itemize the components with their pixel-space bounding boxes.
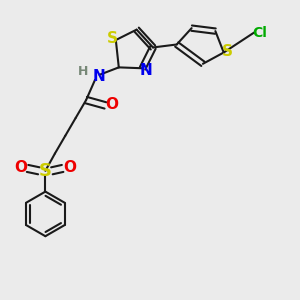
Text: S: S [222,44,233,59]
Text: O: O [105,97,118,112]
Text: S: S [39,162,52,180]
Text: Cl: Cl [252,26,267,40]
Text: N: N [92,69,105,84]
Text: O: O [63,160,76,175]
Text: S: S [107,31,118,46]
Text: H: H [78,65,88,78]
Text: N: N [139,63,152,78]
Text: O: O [14,160,27,175]
